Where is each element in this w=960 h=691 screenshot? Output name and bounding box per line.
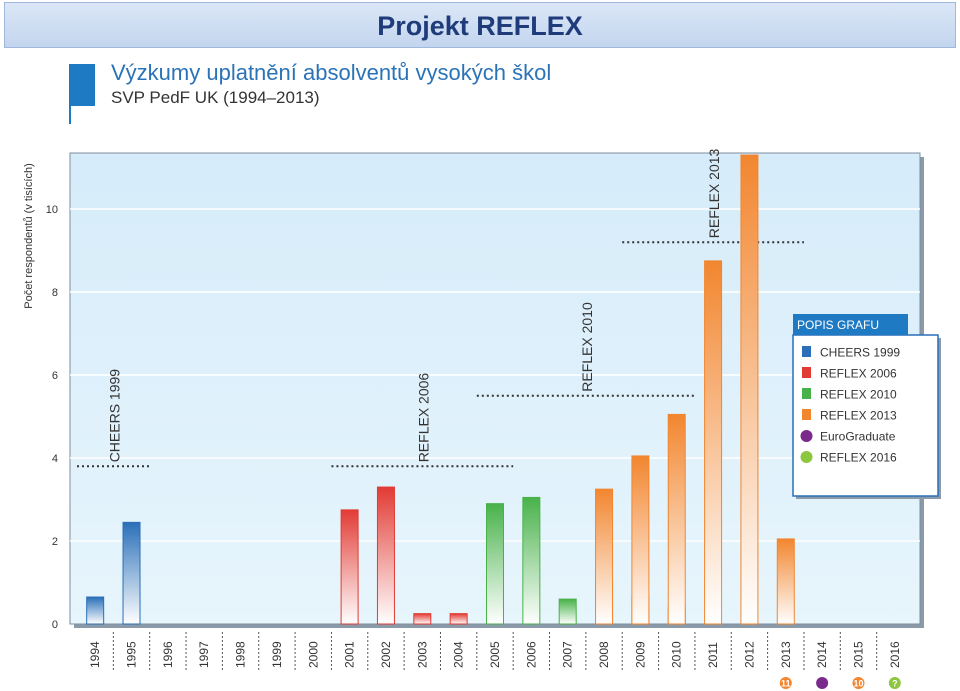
- legend-box: [792, 334, 939, 497]
- y-tick-label: 0: [52, 619, 58, 631]
- legend-label: REFLEX 2006: [820, 367, 897, 381]
- period-labels: CHEERS 1999 REFLEX 2006 REFLEX 2010 REFLEX …: [77, 148, 804, 468]
- y-tick-label: 8: [52, 287, 58, 299]
- bar-2009: [631, 455, 650, 625]
- x-tick-label: 2005: [488, 641, 502, 668]
- slide-title: Projekt REFLEX: [377, 11, 583, 41]
- x-tick-label: 1994: [88, 641, 102, 668]
- y-tick-label: 4: [52, 453, 58, 465]
- bar-2006: [522, 496, 541, 625]
- bars: [86, 154, 795, 625]
- legend-label: REFLEX 2010: [820, 388, 897, 402]
- bar-2013: [776, 538, 795, 625]
- x-tick-label: 2008: [597, 641, 611, 668]
- x-tick-label: 2006: [524, 641, 538, 668]
- x-tick-label: 1996: [161, 641, 175, 668]
- future-markers: 11 10?: [779, 677, 901, 689]
- bar-2005: [486, 503, 504, 625]
- x-tick-label: 2012: [742, 641, 756, 668]
- legend-label: CHEERS 1999: [820, 346, 900, 360]
- x-tick-label: 2011: [706, 642, 720, 668]
- bar-2011: [704, 260, 723, 625]
- x-tick-label: 1999: [270, 641, 284, 668]
- x-tick-label: 1997: [197, 641, 211, 668]
- marker-label: ?: [892, 679, 898, 689]
- slide-title-banner: Projekt REFLEX: [4, 2, 956, 48]
- legend-title-bar: [793, 314, 908, 335]
- bar-2008: [595, 488, 614, 625]
- bar-2010: [667, 413, 686, 625]
- x-tick-label: 2014: [815, 641, 829, 668]
- y-tick-label: 6: [52, 370, 58, 382]
- bar-2003: [413, 613, 432, 625]
- bar-2004: [449, 613, 468, 625]
- marker-2015: [852, 677, 865, 689]
- legend-label: REFLEX 2016: [820, 451, 897, 465]
- bar-1994: [86, 596, 105, 625]
- x-tick-label: 1995: [125, 641, 139, 668]
- x-tick-label: 2001: [343, 641, 357, 668]
- legend-swatch: [800, 430, 813, 442]
- legend-label: REFLEX 2013: [820, 409, 897, 423]
- legend-label: EuroGraduate: [820, 430, 896, 444]
- y-tick-labels: 0 2 4 6 8 10: [46, 204, 58, 631]
- period-label: REFLEX 2010: [579, 302, 595, 392]
- x-tick-label: 2013: [779, 641, 793, 668]
- period-label: REFLEX 2006: [415, 373, 431, 463]
- x-tick-label: 2007: [561, 641, 575, 668]
- period-label: REFLEX 2013: [706, 148, 722, 238]
- x-tick-label: 2016: [888, 641, 902, 668]
- x-tick-label: 2010: [670, 641, 684, 668]
- bar-1995: [122, 521, 141, 625]
- chart-subtitle: SVP PedF UK (1994–2013): [111, 88, 320, 107]
- y-tick-label: 2: [52, 536, 58, 548]
- x-tick-label: 2000: [306, 641, 320, 668]
- y-axis-label: Počet respondentů (v tisících): [23, 163, 35, 309]
- legend-swatch: [802, 409, 811, 420]
- marker-2016: [888, 677, 901, 689]
- marker-label: 11: [781, 679, 791, 689]
- x-tick-label: 1998: [234, 641, 248, 668]
- bar-2002: [376, 486, 395, 625]
- accent-block: [69, 64, 95, 106]
- x-tick-label: 2009: [633, 641, 647, 668]
- legend-swatch: [802, 388, 811, 399]
- x-axis: 1994 1995 1996 1997 1998 1999 2000 2001 2002 2003…: [88, 632, 902, 672]
- marker-2013: [779, 677, 792, 689]
- bar-2001: [340, 509, 359, 625]
- legend-swatch: [802, 346, 811, 357]
- accent-line: [69, 106, 71, 124]
- period-label: CHEERS 1999: [106, 369, 122, 463]
- bar-2007: [558, 598, 577, 625]
- chart-title: Výzkumy uplatnění absolventů vysokých šk…: [111, 60, 552, 85]
- marker-label: 10: [853, 679, 863, 689]
- marker-2014: [816, 677, 829, 689]
- x-tick-label: 2002: [379, 641, 393, 668]
- legend-swatch: [800, 451, 813, 463]
- legend-title: POPIS GRAFU: [797, 318, 879, 332]
- x-tick-label: 2015: [851, 641, 865, 668]
- legend: POPIS GRAFU CHEERS 1999 REFLEX 2006 REFLEX …: [792, 314, 941, 499]
- x-tick-label: 2003: [415, 641, 429, 668]
- x-tick-label: 2004: [452, 641, 466, 668]
- y-tick-label: 10: [46, 204, 58, 216]
- legend-swatch: [802, 367, 811, 378]
- bar-2012: [740, 154, 759, 625]
